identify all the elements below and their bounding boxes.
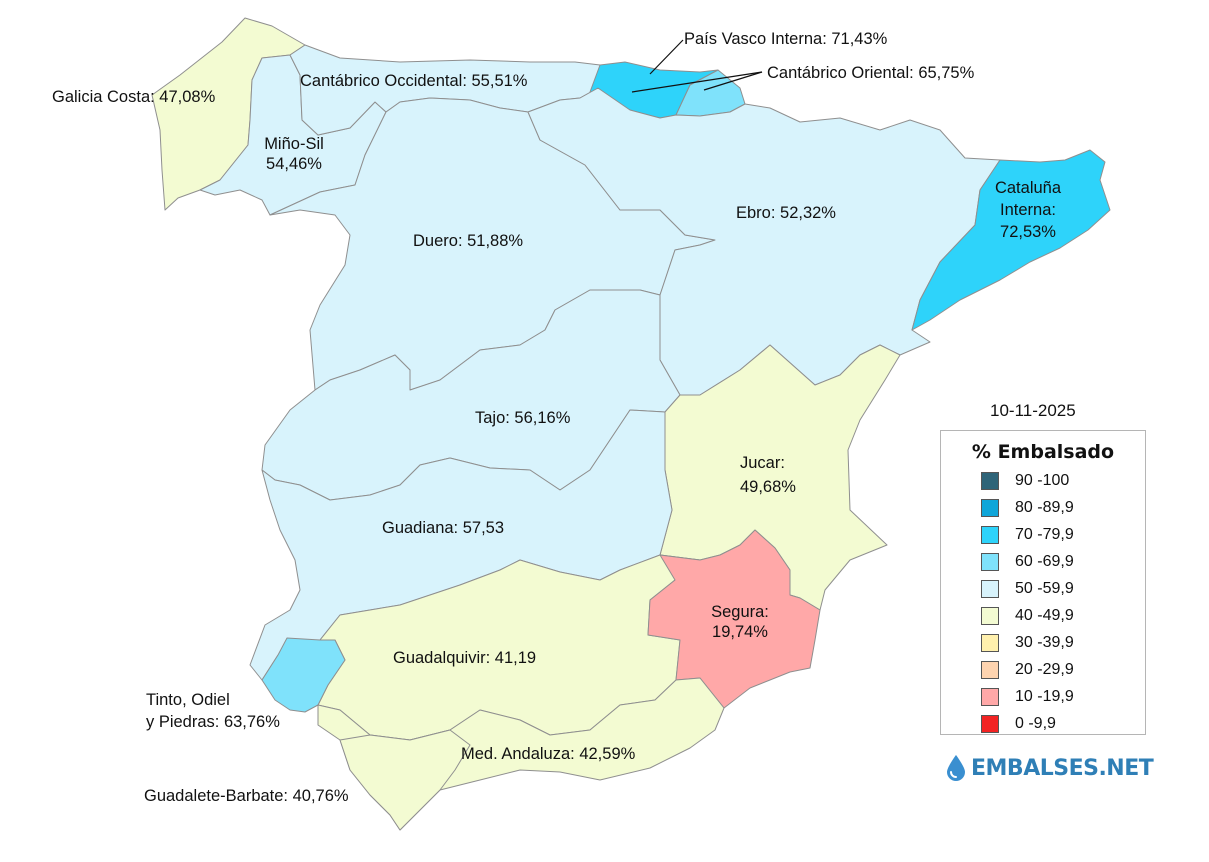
legend-item: 0 -9,9	[981, 714, 1056, 734]
legend-item: 20 -29,9	[981, 660, 1074, 680]
legend-item: 70 -79,9	[981, 525, 1074, 545]
label-cataluna-line2: Interna:	[1000, 201, 1056, 219]
region-segura[interactable]	[647, 529, 821, 709]
legend-item: 80 -89,9	[981, 498, 1074, 518]
label-jucar-name: Jucar:	[740, 454, 785, 472]
leader-line-cantabrico-oriental-a	[631, 71, 763, 93]
legend-label: 70 -79,9	[1015, 526, 1074, 543]
label-pais-vasco-interna: País Vasco Interna: 71,43%	[684, 30, 888, 48]
label-guadalete-barbate: Guadalete-Barbate: 40,76%	[144, 787, 349, 805]
legend-label: 50 -59,9	[1015, 580, 1074, 597]
label-jucar-value: 49,68%	[740, 478, 796, 496]
legend-label: 90 -100	[1015, 472, 1070, 489]
label-duero: Duero: 51,88%	[413, 232, 524, 250]
legend-swatch	[981, 526, 999, 544]
label-jucar: Jucar: 49,68%	[740, 453, 796, 497]
brand-name: EMBALSES.NET	[971, 755, 1154, 781]
region-cataluna-interna[interactable]	[911, 149, 1111, 331]
legend-item: 60 -69,9	[981, 552, 1074, 572]
label-tajo: Tajo: 56,16%	[475, 409, 571, 427]
label-segura-name: Segura:	[711, 603, 769, 621]
region-guadalete-barbate[interactable]	[339, 729, 471, 831]
legend: % Embalsado 90 -100 80 -89,9 70 -79,9 60 -6…	[940, 430, 1146, 735]
label-cataluna-value: 72,53%	[1000, 223, 1056, 241]
legend-swatch	[981, 472, 999, 490]
legend-label: 0 -9,9	[1015, 715, 1056, 732]
legend-swatch	[981, 634, 999, 652]
legend-item: 50 -59,9	[981, 579, 1074, 599]
leader-line-cantabrico-oriental-b	[703, 71, 763, 91]
leader-line-pais-vasco	[649, 39, 684, 75]
legend-item: 90 -100	[981, 471, 1069, 491]
label-tinto-line2: y Piedras: 63,76%	[146, 713, 280, 731]
label-tinto-line1: Tinto, Odiel	[146, 691, 230, 709]
label-cataluna-interna: Cataluña Interna: 72,53%	[980, 177, 1076, 243]
label-cataluna-line1: Cataluña	[994, 179, 1062, 197]
legend-label: 20 -29,9	[1015, 661, 1074, 678]
label-guadalquivir: Guadalquivir: 41,19	[393, 649, 537, 667]
map-date: 10-11-2025	[990, 401, 1076, 420]
label-med-andaluza: Med. Andaluza: 42,59%	[461, 745, 636, 763]
label-tinto-odiel-piedras: Tinto, Odiel y Piedras: 63,76%	[146, 689, 280, 733]
legend-swatch	[981, 661, 999, 679]
label-cantabrico-oriental: Cantábrico Oriental: 65,75%	[767, 64, 975, 82]
legend-item: 10 -19,9	[981, 687, 1074, 707]
legend-swatch	[981, 553, 999, 571]
legend-label: 80 -89,9	[1015, 499, 1074, 516]
label-cantabrico-occidental: Cantábrico Occidental: 55,51%	[300, 72, 528, 90]
legend-swatch	[981, 499, 999, 517]
legend-swatch	[981, 688, 999, 706]
legend-label: 60 -69,9	[1015, 553, 1074, 570]
legend-item: 30 -39,9	[981, 633, 1074, 653]
legend-label: 40 -49,9	[1015, 607, 1074, 624]
water-drop-icon	[947, 755, 965, 781]
label-mino-sil-value: 54,46%	[266, 155, 322, 173]
label-mino-sil: Miño-Sil 54,46%	[258, 134, 330, 174]
legend-swatch	[981, 715, 999, 733]
legend-label: 30 -39,9	[1015, 634, 1074, 651]
label-mino-sil-name: Miño-Sil	[264, 135, 324, 153]
label-segura-value: 19,74%	[712, 623, 768, 641]
label-ebro: Ebro: 52,32%	[736, 204, 836, 222]
legend-title: % Embalsado	[971, 441, 1115, 463]
legend-swatch	[981, 607, 999, 625]
legend-label: 10 -19,9	[1015, 688, 1074, 705]
brand-logo[interactable]: EMBALSES.NET	[946, 754, 1154, 782]
legend-swatch	[981, 580, 999, 598]
label-segura: Segura: 19,74%	[700, 602, 780, 642]
region-tinto-odiel-piedras[interactable]	[261, 637, 346, 713]
label-galicia-costa: Galicia Costa: 47,08%	[52, 88, 216, 106]
label-guadiana: Guadiana: 57,53	[382, 519, 505, 537]
legend-item: 40 -49,9	[981, 606, 1074, 626]
